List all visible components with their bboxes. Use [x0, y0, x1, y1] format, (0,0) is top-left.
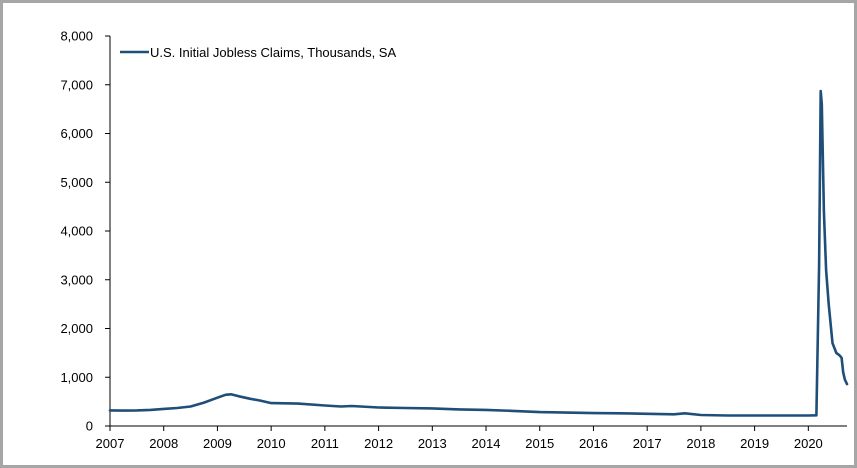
- x-tick-label: 2018: [686, 436, 715, 451]
- series-lines: [108, 89, 849, 417]
- y-tick-label: 7,000: [60, 77, 93, 92]
- x-tick-label: 2014: [472, 436, 501, 451]
- x-tick-label: 2008: [149, 436, 178, 451]
- x-tick-label: 2012: [364, 436, 393, 451]
- series-line: [108, 89, 849, 417]
- x-tick-label: 2017: [633, 436, 662, 451]
- x-tick-label: 2015: [525, 436, 554, 451]
- legend-label: U.S. Initial Jobless Claims, Thousands, …: [150, 45, 396, 60]
- y-tick-label: 4,000: [60, 224, 93, 239]
- x-tick-label: 2011: [311, 436, 339, 451]
- legend: U.S. Initial Jobless Claims, Thousands, …: [120, 45, 396, 60]
- y-tick-label: 5,000: [60, 175, 93, 190]
- y-tick-label: 3,000: [60, 272, 93, 287]
- x-tick-label: 2007: [96, 436, 125, 451]
- x-tick-label: 2013: [418, 436, 447, 451]
- y-tick-label: 1,000: [60, 370, 93, 385]
- x-tick-label: 2010: [257, 436, 286, 451]
- x-tick-label: 2016: [579, 436, 608, 451]
- y-tick-label: 2,000: [60, 321, 93, 336]
- y-tick-label: 8,000: [60, 29, 93, 44]
- x-tick-label: 2019: [740, 436, 769, 451]
- x-axis: 2007 2008 2009 2010 2011 2012 2013 2014 2015 2016…: [96, 425, 847, 451]
- y-tick-label: 0: [86, 419, 93, 434]
- x-tick-label: 2009: [203, 436, 232, 451]
- y-axis: 0 1,000 2,000 3,000 4,000 5,000 6,000 7,000 8,00…: [60, 29, 111, 434]
- x-tick-label: 2020: [794, 436, 823, 451]
- y-tick-label: 6,000: [60, 126, 93, 141]
